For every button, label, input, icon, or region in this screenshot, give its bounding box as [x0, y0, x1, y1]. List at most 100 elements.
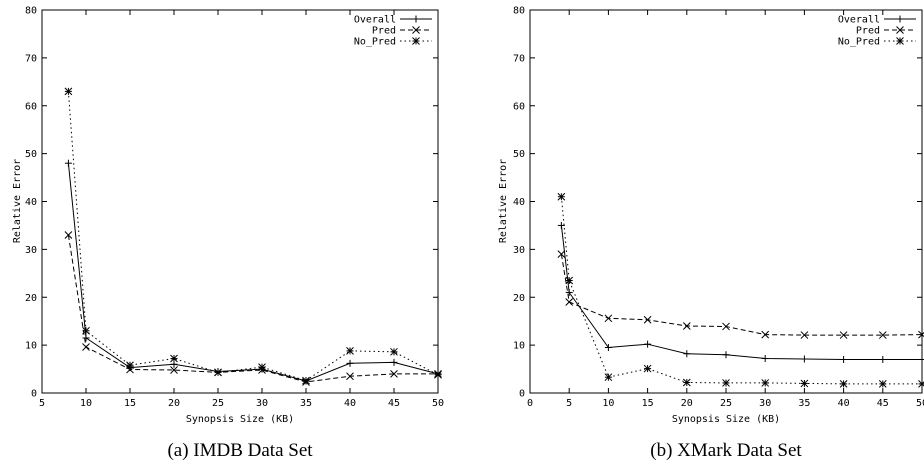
data-point	[918, 355, 924, 363]
data-point	[878, 380, 887, 388]
data-point	[604, 314, 613, 323]
y-tick-label: 80	[25, 6, 37, 17]
chart-panel-imdb: 0 10 20 30 40 50 60 70 80 5 10 15 20 25 30 35 40 45 50 Ov…	[12, 6, 444, 462]
legend-marker	[412, 37, 420, 45]
y-tick-label: 10	[513, 341, 525, 352]
legend-label: No_Pred	[354, 37, 396, 48]
data-point	[434, 370, 442, 379]
data-point	[722, 351, 730, 359]
legend-label: Overall	[838, 15, 880, 26]
x-tick-label: 10	[80, 398, 92, 409]
x-tick-label: 10	[602, 398, 614, 409]
legend-marker	[896, 15, 904, 23]
y-tick-label: 0	[519, 389, 525, 400]
data-point	[557, 221, 565, 229]
x-tick-label: 5	[39, 398, 45, 409]
y-axis-label: Relative Error	[12, 159, 23, 243]
data-point	[800, 379, 809, 388]
legend-label: No_Pred	[838, 37, 880, 48]
series-no-pred	[557, 192, 924, 388]
y-tick-label: 60	[513, 101, 525, 112]
legend-entry: No_Pred	[838, 37, 916, 48]
data-point	[214, 368, 222, 377]
x-tick-label: 15	[124, 398, 136, 409]
data-point	[82, 334, 90, 342]
x-tick-label: 35	[300, 398, 312, 409]
data-point	[126, 361, 134, 370]
data-point	[258, 363, 266, 372]
series-line	[560, 254, 923, 336]
x-tick-label: 30	[256, 398, 268, 409]
series-layer	[64, 87, 442, 386]
data-point	[604, 344, 612, 352]
data-point	[557, 192, 566, 201]
data-point	[64, 231, 73, 239]
y-tick-label: 40	[25, 197, 37, 208]
data-point	[644, 340, 652, 348]
data-point	[390, 358, 398, 366]
series-line	[67, 91, 439, 382]
x-tick-label: 35	[798, 398, 810, 409]
x-axis-label: Synopsis Size (KB)	[186, 414, 294, 425]
data-point	[761, 379, 770, 387]
y-tick-label: 70	[25, 53, 37, 64]
x-tick-label: 5	[566, 398, 572, 409]
data-point	[878, 331, 887, 339]
data-point	[565, 276, 574, 285]
data-point	[722, 379, 730, 387]
series-line	[67, 234, 438, 383]
legend-entry: Overall	[838, 15, 916, 26]
legend-entry: Pred	[372, 26, 432, 37]
plot-frame	[41, 9, 439, 394]
legend-marker	[412, 26, 420, 34]
data-point	[761, 355, 769, 363]
data-point	[64, 87, 73, 96]
y-tick-label: 30	[513, 245, 525, 256]
x-tick-label: 25	[720, 398, 732, 409]
y-axis-label: Relative Error	[498, 159, 509, 243]
legend-marker	[412, 15, 420, 23]
data-point	[390, 347, 398, 356]
data-point	[64, 159, 72, 167]
legend-entry: No_Pred	[354, 37, 432, 48]
x-tick-label: 45	[388, 398, 400, 409]
data-point	[170, 354, 178, 363]
legend-entry: Pred	[856, 26, 916, 37]
y-tick-label: 80	[513, 6, 525, 17]
data-point	[346, 359, 354, 367]
y-tick-label: 10	[25, 341, 37, 352]
x-tick-label: 15	[642, 398, 654, 409]
data-point	[918, 330, 924, 339]
data-point	[82, 343, 90, 351]
x-tick-label: 0	[527, 398, 533, 409]
y-tick-label: 30	[25, 245, 37, 256]
data-point	[800, 355, 808, 363]
x-tick-label: 30	[759, 398, 771, 409]
data-point	[346, 372, 354, 381]
series-layer	[557, 192, 924, 388]
legend-entry: Overall	[354, 15, 432, 26]
data-point	[682, 378, 691, 387]
x-tick-labels: 5 10 15 20 25 30 35 40 45 50	[39, 398, 444, 409]
legend-label: Pred	[372, 26, 396, 37]
series-line	[67, 163, 439, 382]
data-point	[604, 373, 613, 382]
legend-marker	[896, 26, 904, 34]
series-pred	[557, 250, 924, 339]
y-tick-label: 50	[513, 149, 525, 160]
y-tick-label: 60	[25, 101, 37, 112]
data-point	[565, 298, 574, 306]
x-tick-label: 40	[344, 398, 356, 409]
data-point	[390, 369, 398, 378]
data-point	[683, 350, 691, 358]
data-point	[170, 366, 178, 374]
data-point	[557, 250, 566, 259]
y-tick-labels: 0 10 20 30 40 50 60 70 80	[513, 6, 525, 400]
series-line	[560, 196, 922, 385]
x-tick-label: 50	[432, 398, 444, 409]
data-point	[82, 326, 90, 335]
panel-caption: (a) IMDB Data Set	[167, 440, 313, 461]
